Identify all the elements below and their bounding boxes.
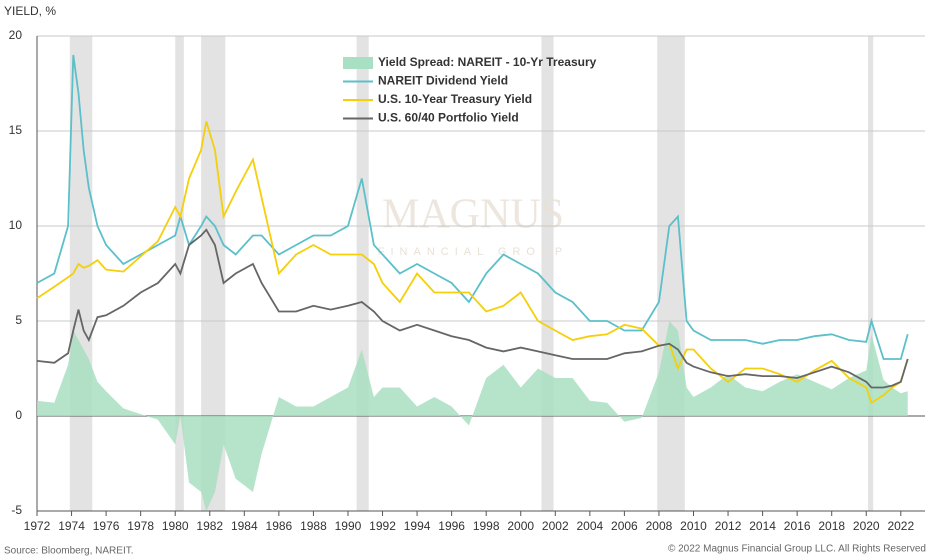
x-tick-label: 1994 (404, 519, 431, 533)
source-note: Source: Bloomberg, NAREIT. (4, 546, 134, 557)
chart-title: YIELD, % (4, 4, 56, 18)
x-tick-label: 1998 (473, 519, 500, 533)
series-line (36, 54, 909, 360)
watermark: FINANCIAL GROUP (378, 246, 568, 258)
shaded-period (356, 36, 369, 511)
x-tick-label: 1984 (231, 519, 258, 533)
x-tick-label: 2000 (507, 519, 534, 533)
y-tick-label: -5 (11, 503, 22, 517)
x-tick-label: 2012 (715, 519, 742, 533)
x-tick-label: 1982 (196, 519, 223, 533)
watermark: MAGNUS (382, 192, 564, 238)
legend-label: U.S. 60/40 Portfolio Yield (378, 111, 519, 125)
shaded-period (541, 36, 554, 511)
x-tick-label: 2016 (784, 519, 811, 533)
legend-label: NAREIT Dividend Yield (378, 74, 508, 88)
x-tick-label: 1990 (335, 519, 362, 533)
copyright: © 2022 Magnus Financial Group LLC. All R… (668, 544, 926, 555)
x-tick-label: 1992 (369, 519, 396, 533)
legend-label: U.S. 10-Year Treasury Yield (378, 92, 532, 106)
x-tick-label: 1988 (300, 519, 327, 533)
x-tick-label: 1976 (93, 519, 120, 533)
x-tick-label: 1978 (127, 519, 154, 533)
series-line (36, 228, 909, 389)
x-tick-label: 1986 (266, 519, 293, 533)
x-tick-label: 2018 (818, 519, 845, 533)
y-tick-label: 15 (9, 123, 23, 137)
y-tick-label: 0 (15, 408, 22, 422)
x-tick-label: 2010 (680, 519, 707, 533)
y-tick-label: 5 (15, 313, 22, 327)
x-tick-label: 1980 (162, 519, 189, 533)
x-tick-label: 1974 (58, 519, 85, 533)
spread-area (37, 321, 908, 511)
x-tick-label: 1972 (24, 519, 51, 533)
x-tick-label: 2008 (646, 519, 673, 533)
series-line (36, 121, 909, 405)
x-tick-label: 2014 (749, 519, 776, 533)
shaded-period (657, 36, 685, 511)
x-tick-label: 2006 (611, 519, 638, 533)
x-tick-label: 2004 (576, 519, 603, 533)
x-tick-label: 2020 (853, 519, 880, 533)
y-tick-label: 10 (9, 218, 23, 232)
legend: Yield Spread: NAREIT - 10-Yr Treasury NAR… (343, 55, 597, 125)
legend-swatch (343, 57, 373, 69)
x-tick-label: 1996 (438, 519, 465, 533)
x-tick-label: 2002 (542, 519, 569, 533)
legend-label: Yield Spread: NAREIT - 10-Yr Treasury (378, 55, 597, 69)
x-tick-label: 2022 (887, 519, 914, 533)
y-tick-label: 20 (9, 28, 23, 42)
shaded-period (867, 36, 874, 511)
